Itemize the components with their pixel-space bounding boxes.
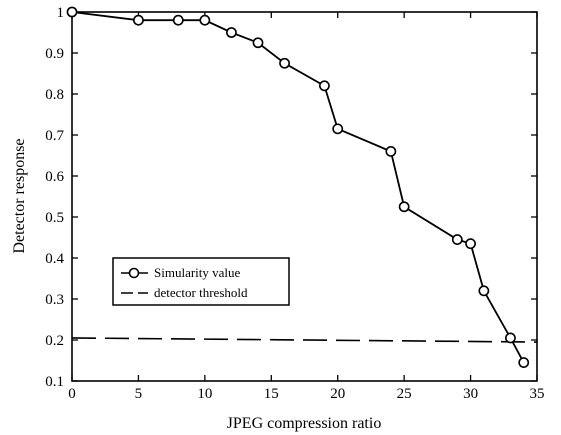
similarity-point [398, 201, 410, 213]
y-tick-label: 0.3 [45, 292, 64, 308]
y-tick-label: 0.7 [45, 128, 64, 144]
y-tick-label: 0.9 [45, 46, 64, 62]
threshold-line [71, 337, 538, 343]
similarity-point [332, 123, 344, 135]
similarity-point [172, 14, 184, 26]
y-tick-label: 0.5 [45, 210, 64, 226]
y-tick-label: 0.2 [45, 333, 64, 349]
series-group [66, 6, 538, 368]
similarity-point [133, 14, 144, 26]
similarity-point [478, 285, 490, 297]
x-tick-label: 20 [330, 386, 345, 402]
similarity-point [226, 27, 237, 38]
y-tick-label: 0.6 [45, 169, 64, 185]
similarity-point [518, 357, 530, 368]
axis-ticks: 0 5 10 15 20 25 30 35 0.1 0.2 0.3 0.4 0.5 0.6 0.7 0.8 0.… [45, 5, 544, 402]
x-axis-label: JPEG compression ratio [227, 415, 382, 432]
similarity-point [199, 14, 211, 26]
similarity-point [505, 332, 516, 344]
legend: Simularity value detector threshold [112, 257, 290, 306]
x-tick-label: 5 [135, 386, 143, 402]
similarity-point [279, 57, 290, 69]
legend-box [112, 257, 290, 306]
legend-similarity-label: Simularity value [154, 265, 241, 280]
similarity-point [451, 234, 463, 245]
similarity-point [66, 6, 78, 18]
y-axis-label: Detector response [11, 138, 28, 253]
legend-threshold-label: detector threshold [154, 285, 248, 300]
similarity-point [385, 145, 397, 157]
y-tick-label: 0.8 [45, 87, 64, 103]
plot-area-frame [71, 11, 538, 382]
similarity-point [465, 238, 476, 250]
x-tick-label: 30 [463, 386, 478, 402]
similarity-line [71, 11, 525, 363]
similarity-point [252, 37, 264, 49]
x-tick-label: 15 [264, 386, 279, 402]
x-tick-label: 10 [197, 386, 212, 402]
legend-similarity-marker [128, 267, 140, 279]
x-tick-label: 0 [68, 386, 76, 402]
x-tick-label: 35 [530, 386, 545, 402]
y-tick-label: 0.4 [45, 251, 64, 267]
x-tick-label: 25 [397, 386, 412, 402]
similarity-point [319, 80, 330, 92]
y-tick-label: 0.1 [45, 374, 64, 390]
y-tick-label: 1 [57, 5, 65, 21]
